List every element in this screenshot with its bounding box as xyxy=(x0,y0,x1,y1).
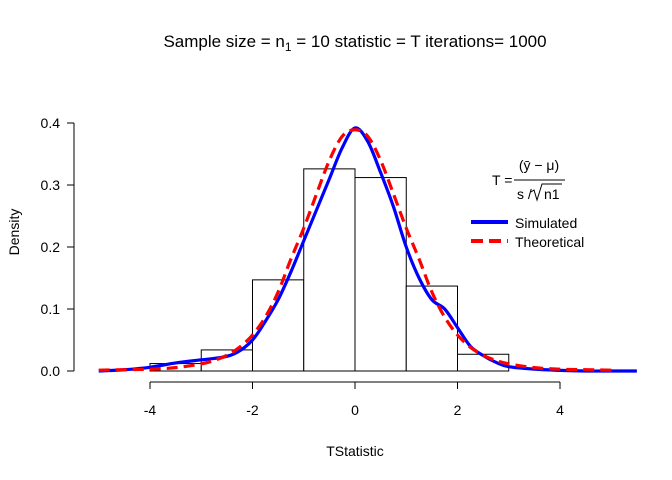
x-axis-label: TStatistic xyxy=(326,443,384,459)
formula-denominator-radicand: n1 xyxy=(544,186,560,202)
y-axis-label: Density xyxy=(6,209,22,256)
histogram-bar xyxy=(354,177,407,372)
formula-lhs: T = xyxy=(492,172,512,188)
histogram-bar xyxy=(303,168,356,372)
x-tick-label: -2 xyxy=(246,402,259,418)
histogram-bars xyxy=(149,168,510,372)
y-tick-label: 0.4 xyxy=(41,115,61,131)
curve-theoretical xyxy=(98,128,612,372)
y-tick-label: 0.3 xyxy=(41,177,61,193)
y-tick-label: 0.2 xyxy=(41,239,61,255)
y-axis: 0.0 0.1 0.2 0.3 0.4 xyxy=(41,115,75,379)
histogram-bar xyxy=(405,285,458,372)
formula-denominator-prefix: s / xyxy=(517,186,532,202)
x-tick-label: 0 xyxy=(351,402,359,418)
formula-numerator: (ȳ − μ) xyxy=(519,157,559,173)
density-curves xyxy=(98,126,637,373)
y-tick-label: 0.1 xyxy=(41,301,61,317)
legend-formula: T = (ȳ − μ) s / n1 xyxy=(492,157,565,202)
x-tick-label: -4 xyxy=(144,402,157,418)
title-prefix: Sample size = n xyxy=(163,32,284,51)
legend-label-simulated: Simulated xyxy=(515,215,577,231)
title-subscript: 1 xyxy=(285,40,292,54)
formula-sqrt-sign xyxy=(530,183,562,202)
y-tick-label: 0.0 xyxy=(41,363,61,379)
legend: T = (ȳ − μ) s / n1 Simulated Theoretical xyxy=(471,157,584,250)
x-axis: -4 -2 0 2 4 xyxy=(144,381,564,418)
chart-title: Sample size = n1 = 10 statistic = T iter… xyxy=(163,32,546,54)
x-tick-label: 4 xyxy=(556,402,564,418)
x-tick-label: 2 xyxy=(454,402,462,418)
title-suffix: = 10 statistic = T iterations= 1000 xyxy=(292,32,547,51)
legend-label-theoretical: Theoretical xyxy=(515,234,584,250)
